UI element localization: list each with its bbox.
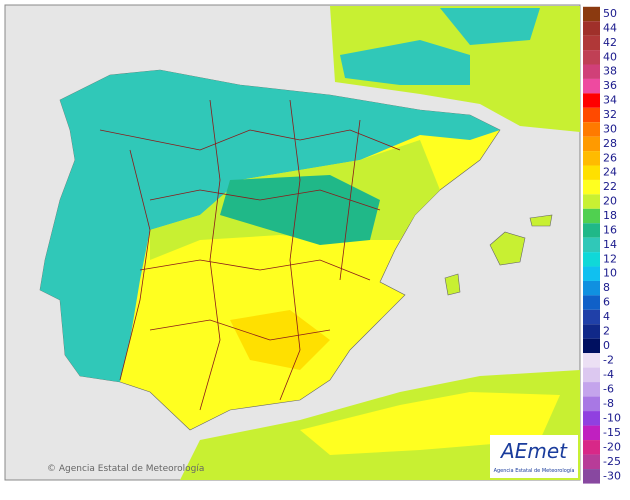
legend-label: 8 [603, 281, 610, 294]
legend-label: 32 [603, 108, 617, 121]
legend-label: 42 [603, 36, 617, 49]
legend-swatch [583, 6, 600, 22]
legend-label: -4 [603, 368, 614, 381]
legend-label: -25 [603, 455, 621, 468]
legend-swatch [583, 440, 600, 455]
legend-label: 22 [603, 180, 617, 193]
legend-label: 14 [603, 238, 617, 251]
legend-label: 30 [603, 122, 617, 135]
legend-swatch [583, 266, 600, 281]
copyright: © Agencia Estatal de Meteorología [47, 464, 204, 474]
legend-label: -15 [603, 426, 621, 439]
legend-swatch [583, 21, 600, 36]
legend-label: -2 [603, 353, 614, 366]
legend-label: 38 [603, 65, 617, 78]
legend-swatch [583, 194, 600, 209]
legend-swatch [583, 309, 600, 325]
legend-swatch [583, 237, 600, 253]
legend-swatch [583, 107, 600, 123]
legend-swatch [583, 367, 600, 383]
legend-label: 2 [603, 324, 610, 337]
legend-label: 40 [603, 50, 617, 63]
legend-swatch [583, 208, 600, 224]
legend-swatch [583, 252, 600, 267]
legend-swatch [583, 151, 600, 166]
legend-label: 28 [603, 137, 617, 150]
legend-swatch [583, 93, 600, 108]
legend-label: 16 [603, 223, 617, 236]
legend-label: 18 [603, 209, 617, 222]
legend-swatch [583, 50, 600, 65]
legend-swatch [583, 64, 600, 79]
legend-label: -10 [603, 411, 621, 424]
legend-swatch [583, 469, 600, 484]
legend-swatch [583, 338, 600, 354]
legend-swatch [583, 280, 600, 296]
legend-swatch [583, 324, 600, 339]
legend-swatch [583, 136, 600, 152]
legend-label: 36 [603, 79, 617, 92]
legend-label: -30 [603, 469, 621, 482]
legend-swatch [583, 179, 600, 195]
legend-label: 6 [603, 296, 610, 309]
legend-label: 4 [603, 310, 610, 323]
logo-agency: Agencia Estatal de Meteorología [494, 467, 575, 474]
logo-brand: AEmet [499, 439, 568, 463]
legend-label: 0 [603, 339, 610, 352]
legend-swatch [583, 382, 600, 397]
legend-label: 10 [603, 267, 617, 280]
legend-swatch [583, 35, 600, 51]
legend-swatch [583, 122, 600, 137]
legend-swatch [583, 165, 600, 180]
legend-label: 12 [603, 252, 617, 265]
legend-swatch [583, 411, 600, 426]
legend-label: 44 [603, 21, 617, 34]
legend-label: -20 [603, 440, 621, 453]
legend-label: 20 [603, 195, 617, 208]
legend-label: 26 [603, 151, 617, 164]
logo-box [490, 435, 578, 478]
legend-swatch [583, 425, 600, 441]
legend-swatch [583, 295, 600, 310]
map [39, 6, 580, 480]
legend: 5044424038363432302826242220181614121086… [583, 6, 621, 484]
legend-swatch [583, 78, 600, 94]
legend-swatch [583, 396, 600, 412]
legend-swatch [583, 454, 600, 470]
legend-label: -8 [603, 397, 614, 410]
legend-label: 24 [603, 166, 617, 179]
legend-label: -6 [603, 382, 614, 395]
legend-label: 50 [603, 7, 617, 20]
legend-swatch [583, 353, 600, 368]
legend-swatch [583, 223, 600, 238]
legend-label: 34 [603, 94, 617, 107]
